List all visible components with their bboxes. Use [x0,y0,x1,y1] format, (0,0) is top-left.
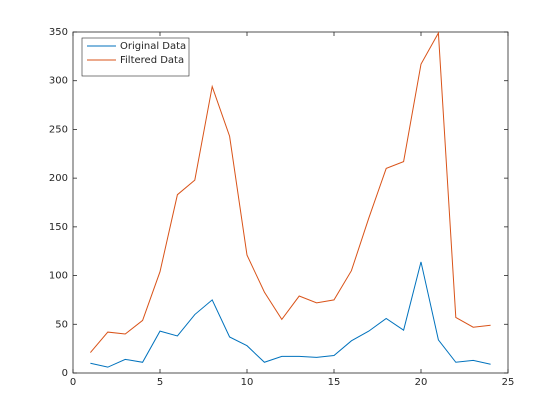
data-line [90,261,491,368]
axes-box [72,31,509,374]
y-tick-label: 200 [49,173,68,184]
y-tick-label: 150 [49,222,68,233]
data-line [90,31,491,353]
y-tick-label: 0 [62,368,68,379]
y-tick-label: 50 [55,319,68,330]
x-tick-label: 0 [70,377,76,388]
y-tick-label: 250 [49,124,68,135]
x-tick-label: 5 [157,377,163,388]
x-tick-label: 25 [502,377,515,388]
y-tick-label: 100 [49,271,68,282]
legend-label: Original Data [120,41,186,52]
x-tick-label: 20 [415,377,428,388]
legend-box [81,37,190,77]
x-tick-label: 15 [328,377,341,388]
y-tick-label: 350 [49,27,68,38]
x-tick-label: 10 [241,377,254,388]
y-tick-label: 300 [49,76,68,87]
legend-label: Filtered Data [120,55,184,66]
